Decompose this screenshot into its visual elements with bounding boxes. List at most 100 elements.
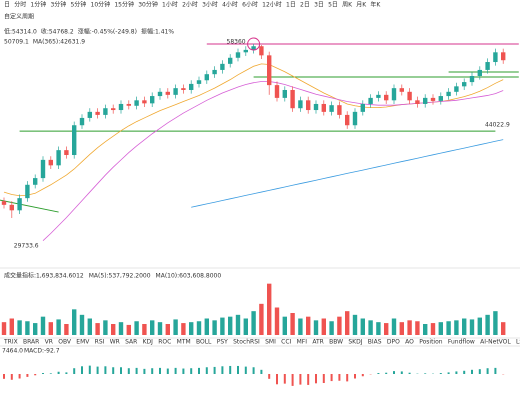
label[interactable]: 6小时 — [242, 1, 258, 9]
candle-body — [33, 178, 38, 185]
label[interactable]: BOLL — [196, 339, 212, 346]
label[interactable]: 2小时 — [182, 1, 198, 9]
label[interactable]: 5日 — [328, 2, 338, 9]
candle-body — [173, 88, 178, 95]
label[interactable]: BIAS — [368, 339, 382, 346]
label[interactable]: TRIX — [3, 339, 18, 346]
label[interactable]: StochRSI — [233, 339, 260, 346]
volume-bar — [376, 322, 381, 335]
label[interactable]: AO — [405, 339, 414, 346]
volume-bar — [204, 318, 209, 335]
volume-bar — [189, 322, 194, 335]
label[interactable]: 月K — [356, 2, 367, 9]
label[interactable]: SMI — [265, 339, 276, 346]
label[interactable]: 1日 — [286, 2, 296, 9]
y-tick-label: 7464.0 — [2, 348, 23, 355]
label[interactable]: 3分钟 — [50, 1, 66, 9]
volume-bar — [306, 316, 311, 335]
label[interactable]: VR — [45, 339, 53, 346]
candle-body — [493, 52, 498, 63]
volume-bar — [290, 313, 295, 335]
candle-body — [1, 201, 7, 205]
macd-bar — [166, 368, 169, 374]
macd-bar — [260, 369, 263, 374]
macd-bar — [283, 374, 286, 384]
candle-body — [228, 57, 233, 64]
macd-bar — [26, 374, 29, 377]
volume-bar — [17, 320, 22, 335]
label[interactable]: 年K — [370, 1, 381, 9]
label[interactable]: CCI — [281, 339, 291, 346]
macd-bar — [237, 365, 239, 374]
label[interactable]: 12小时 — [262, 1, 282, 9]
label[interactable]: 2日 — [300, 2, 310, 9]
label[interactable]: Fundflow — [448, 339, 475, 346]
label[interactable]: EMV — [76, 339, 90, 346]
candle-body — [142, 100, 147, 104]
label[interactable]: DPO — [387, 339, 400, 346]
label: 收:54768.2 — [41, 28, 74, 36]
label[interactable]: 30分钟 — [138, 1, 158, 9]
label[interactable]: MTM — [177, 339, 191, 346]
volume-bar — [501, 322, 506, 335]
label[interactable]: AI-NetVOL — [480, 339, 511, 346]
volume-bar — [64, 324, 69, 335]
label[interactable]: 周K — [342, 2, 353, 9]
label[interactable]: OBV — [58, 339, 72, 346]
volume-bar — [469, 319, 475, 335]
macd-bar — [42, 373, 44, 374]
candle-body — [157, 91, 163, 97]
label[interactable]: 4小时 — [222, 1, 238, 9]
macd-bar — [361, 374, 364, 377]
label[interactable]: RSI — [95, 339, 105, 346]
label[interactable]: WR — [110, 339, 120, 346]
candle-body — [165, 91, 170, 95]
label[interactable]: 15分钟 — [114, 1, 134, 9]
label[interactable]: 日 — [4, 2, 10, 9]
volume-bar — [438, 322, 443, 335]
label[interactable]: ATR — [312, 339, 323, 346]
candle-body — [111, 108, 116, 111]
macd-bar — [120, 367, 122, 374]
label[interactable]: 3小时 — [202, 1, 218, 9]
label[interactable]: PSY — [217, 339, 228, 346]
macd-bar — [346, 374, 349, 382]
candle-body — [290, 89, 295, 109]
volume-bar — [274, 307, 280, 335]
macd-bar — [463, 370, 466, 374]
label[interactable]: 5分钟 — [70, 1, 86, 9]
label[interactable]: Position — [419, 339, 443, 346]
macd-bar — [244, 366, 247, 374]
label[interactable]: SKDJ — [348, 339, 362, 346]
candle-body — [430, 97, 436, 101]
candle-body — [79, 117, 85, 126]
volume-bar — [352, 314, 358, 335]
macd-bar — [229, 365, 232, 374]
volume-bar — [9, 318, 14, 335]
period-select[interactable]: 自定义周期 — [4, 13, 34, 21]
label[interactable]: MFI — [297, 339, 308, 346]
volume-bar — [329, 321, 334, 335]
macd-bar — [198, 367, 200, 374]
label[interactable]: BRAR — [23, 339, 39, 346]
label[interactable]: ROC — [158, 339, 171, 346]
label[interactable]: 1小时 — [162, 1, 178, 9]
candle-body — [134, 100, 139, 106]
label[interactable]: SAR — [125, 339, 137, 346]
label[interactable]: 1分钟 — [30, 1, 46, 9]
label[interactable]: BBW — [329, 339, 343, 346]
candle-body — [313, 103, 319, 111]
candle-body — [259, 46, 264, 56]
candle-body — [196, 80, 202, 84]
label[interactable]: KDJ — [143, 339, 154, 346]
volume-bar — [126, 324, 131, 335]
volume-bar — [337, 316, 342, 335]
label: MA(5):537,792.2000 — [89, 273, 151, 280]
volume-bar — [79, 314, 85, 335]
label: MA(365):42631.9 — [33, 39, 85, 46]
label[interactable]: 10分钟 — [91, 1, 111, 9]
label[interactable]: 分时 — [14, 1, 26, 9]
label[interactable]: LSUR — [516, 339, 520, 346]
label[interactable]: 3日 — [314, 2, 324, 9]
candle-body — [415, 100, 420, 104]
